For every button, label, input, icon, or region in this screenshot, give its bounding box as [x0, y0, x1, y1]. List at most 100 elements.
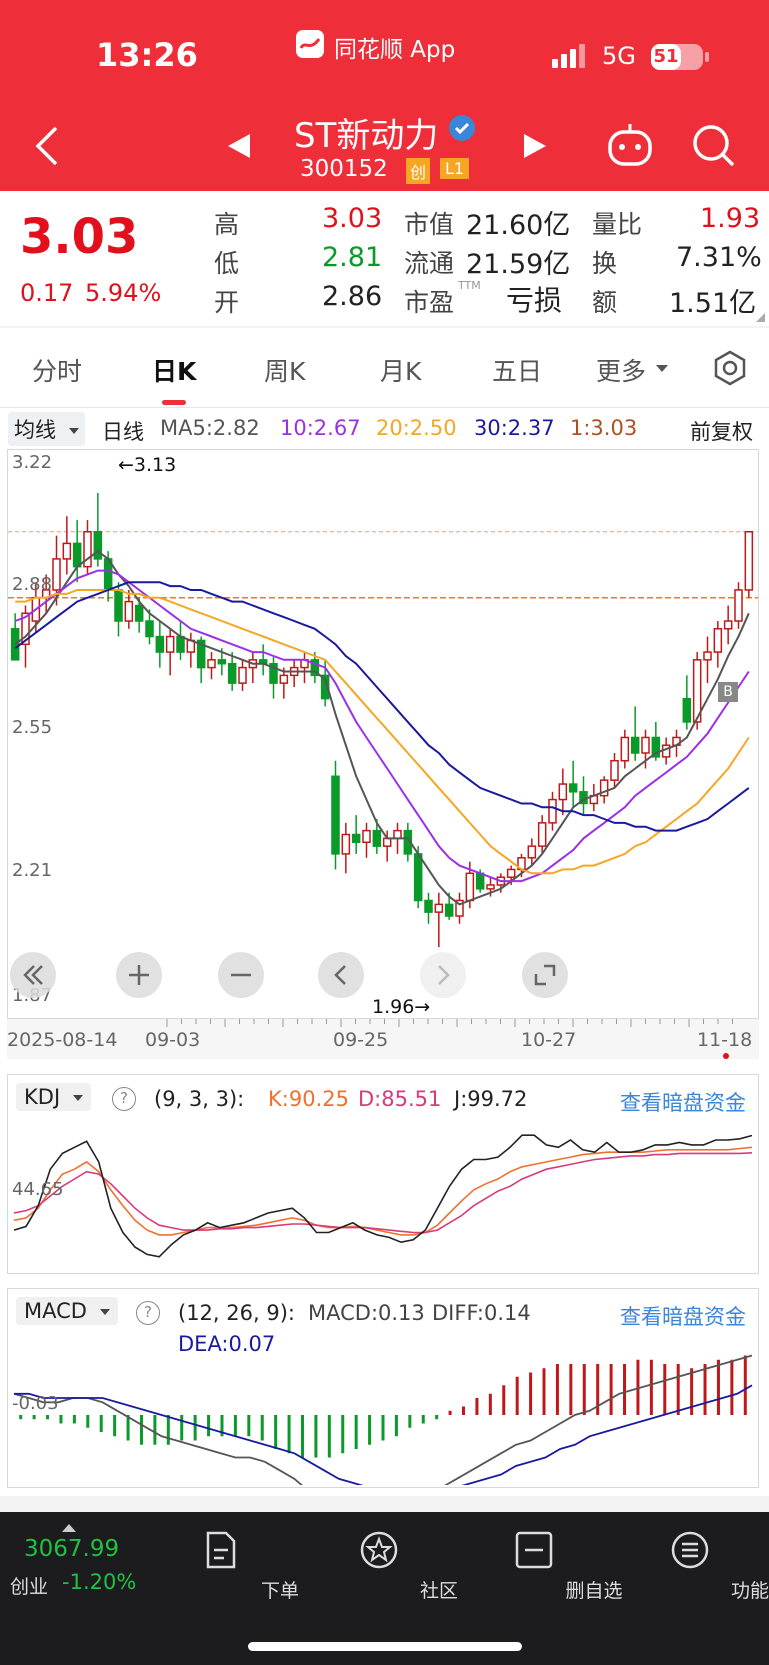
zoom-in-button[interactable]: [116, 952, 162, 998]
index-value[interactable]: 3067.99: [24, 1536, 120, 1562]
candle: [424, 892, 433, 924]
tab-more[interactable]: 更多: [596, 357, 647, 386]
macd-help-icon[interactable]: ?: [136, 1301, 160, 1325]
macd-selector[interactable]: MACD: [16, 1297, 118, 1325]
candle: [83, 520, 92, 575]
candle-body: [734, 589, 743, 622]
fullscreen-button[interactable]: [522, 952, 568, 998]
search-icon[interactable]: [692, 124, 736, 172]
kline-chart[interactable]: [8, 450, 758, 1018]
kdj-chart: [13, 1134, 753, 1258]
candle-body: [176, 635, 185, 653]
pe-sup: TTM: [458, 279, 481, 292]
tab-weekly-k[interactable]: 周K: [264, 357, 306, 386]
index-up-arrow-icon: [62, 1524, 76, 1532]
pe-label: 市盈: [404, 288, 455, 317]
candle-body: [527, 845, 537, 859]
remove-watchlist-icon: [514, 1530, 554, 1574]
candle-body: [393, 829, 402, 840]
y-label-3: 2.55: [12, 717, 53, 738]
buy-marker[interactable]: B: [718, 682, 738, 702]
candle: [599, 776, 609, 804]
candle-body: [486, 884, 495, 890]
low-value: 2.81: [322, 242, 383, 273]
candle-body: [692, 659, 702, 723]
float-label: 流通: [404, 249, 455, 278]
chevron-down-icon: [656, 365, 668, 372]
ma1-value: 1:3.03: [570, 416, 638, 440]
candle: [62, 516, 72, 575]
candle-body: [114, 589, 123, 622]
candle-body: [506, 868, 516, 878]
app-logo-icon: [296, 30, 324, 58]
candle-body: [10, 628, 20, 661]
macd-chart: [13, 1354, 753, 1485]
chevron-down-icon: [99, 1309, 110, 1315]
price-change: 0.17: [20, 279, 74, 307]
kdj-params: (9, 3, 3):: [154, 1087, 245, 1111]
macd-y-label: -0.03: [12, 1393, 59, 1414]
tab-intraday[interactable]: 分时: [32, 357, 83, 386]
index-change: -1.20%: [62, 1570, 137, 1594]
nav-order-label: 下单: [260, 1580, 299, 1602]
period-tabs: 分时 日K 周K 月K 五日 更多: [0, 328, 769, 408]
dea-line: [14, 1384, 753, 1485]
candle: [641, 729, 650, 769]
candle-body: [723, 620, 733, 630]
macd-params: (12, 26, 9):: [178, 1301, 295, 1325]
robot-assistant-icon[interactable]: [606, 122, 654, 172]
candle: [723, 605, 733, 645]
candle-body: [93, 530, 103, 560]
collapse-left-button[interactable]: [10, 952, 56, 998]
candle-body: [21, 612, 30, 646]
nav-functions-label: 功能: [730, 1580, 769, 1602]
candle: [269, 655, 278, 699]
ma30-value: 30:2.37: [474, 416, 555, 440]
order-icon: [200, 1530, 240, 1574]
candle: [682, 675, 692, 730]
back-icon[interactable]: [32, 124, 62, 172]
candle-body: [424, 899, 433, 913]
candle: [300, 652, 309, 684]
kdj-dark-pool-link[interactable]: 查看暗盘资金: [620, 1091, 746, 1115]
x-label-4: 10-27: [521, 1029, 577, 1051]
tab-five-day[interactable]: 五日: [492, 357, 543, 386]
ma-selector[interactable]: 均线: [8, 412, 85, 446]
candle: [651, 721, 661, 761]
dea-value: DEA:0.07: [178, 1332, 276, 1356]
app-header: 13:26 同花顺 App 5G 51 ST新动力 300152 创 L1: [0, 0, 769, 191]
kdj-selector[interactable]: KDJ: [16, 1083, 91, 1111]
scroll-left-button[interactable]: [318, 952, 364, 998]
prev-stock-icon[interactable]: [226, 132, 252, 164]
home-indicator[interactable]: [248, 1642, 522, 1651]
candle-body: [165, 635, 175, 653]
tab-daily-k[interactable]: 日K: [152, 357, 197, 386]
settings-hexagon-icon[interactable]: [712, 350, 748, 390]
mcap-label: 市值: [404, 210, 455, 239]
index-name: 创业: [10, 1576, 49, 1598]
turnover-value: 7.31%: [676, 242, 762, 273]
candle-body: [196, 639, 206, 669]
candle: [238, 659, 247, 691]
expand-corner-icon[interactable]: [756, 313, 765, 322]
high-value: 3.03: [322, 203, 383, 234]
adjust-mode[interactable]: 前复权: [690, 420, 753, 444]
scroll-right-button[interactable]: [420, 952, 466, 998]
candle-body: [269, 662, 278, 684]
status-time: 13:26: [96, 36, 198, 74]
candle: [744, 530, 754, 598]
candle-body: [444, 903, 454, 917]
next-stock-icon[interactable]: [522, 132, 548, 164]
candle: [372, 818, 382, 854]
stock-code: 300152: [300, 156, 388, 182]
tab-monthly-k[interactable]: 月K: [380, 357, 422, 386]
amount-value: 1.51亿: [669, 288, 757, 319]
board-badge: 创: [406, 158, 431, 184]
candle: [124, 589, 134, 629]
macd-dark-pool-link[interactable]: 查看暗盘资金: [620, 1305, 746, 1329]
app-label: 同花顺 App: [334, 37, 456, 63]
ma10-line: [14, 569, 750, 883]
open-label: 开: [214, 288, 240, 317]
zoom-out-button[interactable]: [218, 952, 264, 998]
kdj-help-icon[interactable]: ?: [112, 1087, 136, 1111]
